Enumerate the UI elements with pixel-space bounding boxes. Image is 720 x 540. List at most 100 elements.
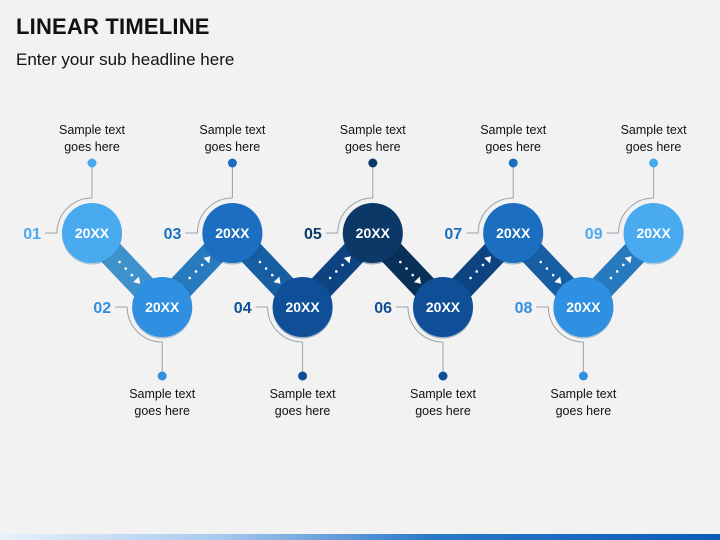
step-text-line1: Sample text [199,123,266,137]
connector-dot [200,263,204,267]
connector-arrow [203,256,211,264]
step-circle [553,277,614,337]
connector-dot [411,273,415,277]
step-bracket-arc [547,306,584,343]
connector-arrow [413,276,421,284]
step-text-line2: goes here [134,404,190,418]
step-leader-dot [298,371,308,381]
step-bracket-arc [618,197,654,234]
step-text-line1: Sample text [621,123,688,137]
step-leader-dot [649,158,659,168]
connector-dot [622,263,625,267]
step-year: 20XX [356,225,391,241]
step-number: 08 [515,300,533,317]
connector-dot [264,267,268,270]
step-year: 20XX [215,225,250,241]
step-circle [272,277,333,337]
connector-dot [399,260,402,264]
step-bracket-arc [196,197,233,234]
connector-dot [258,260,262,264]
connector-arrow [624,256,632,264]
step-leader-dot [578,371,588,381]
step-text-line1: Sample text [550,387,617,401]
connector-dot [130,273,134,277]
step-circle [202,203,263,263]
step-bracket-arc [477,197,514,234]
step-leader-dot [438,371,448,381]
step-number: 04 [234,300,252,317]
step-circle [132,277,193,337]
step-circle [342,203,403,263]
step-text-line2: goes here [205,140,261,154]
connector-arrow [484,256,492,264]
connector-dot [188,276,192,280]
step-text-line2: goes here [275,404,331,418]
connector-arrow [133,276,141,284]
step-leader-dot [87,158,97,168]
connector-dot [615,270,619,273]
step-circle [413,277,473,337]
connector-dot [328,276,332,280]
step-bracket-arc [407,306,444,343]
step-bracket-arc [56,197,93,234]
connector-dot [475,270,479,273]
step-bracket-arc [337,197,373,234]
step-year: 20XX [145,299,180,315]
step-leader-dot [157,371,167,381]
step-text-line2: goes here [626,140,682,154]
step-number: 03 [164,226,182,243]
step-text-line2: goes here [345,140,401,154]
step-year: 20XX [636,225,671,241]
step-text-line2: goes here [415,404,471,418]
circle-layer: 20XX 20XX 20XX 20XX 20XX 20XX 20XX 20XX 20XX [62,203,684,339]
connector-dot [341,263,344,267]
step-leader-dot [368,158,378,168]
step-circle [623,203,684,263]
connector-dot [481,263,485,267]
step-leader-dot [227,158,237,168]
connector-dot [551,273,555,277]
step-text-line1: Sample text [340,123,407,137]
connector-arrow [273,276,281,284]
connector-dot [124,267,128,270]
step-bracket-arc [267,306,303,343]
step-number: 07 [444,226,462,243]
step-year: 20XX [496,225,531,241]
step-circle [62,203,122,263]
connector-dot [539,260,543,264]
step-year: 20XX [426,299,461,315]
bottom-accent-bar [0,534,720,540]
connector-dot [405,267,408,270]
step-text-line1: Sample text [480,123,547,137]
step-text-line1: Sample text [59,123,126,137]
connector-dot [271,273,274,277]
step-leader-dot [508,158,518,168]
step-number: 05 [304,226,322,243]
annotation-layer: 01 Sample text goes here 02 Sample text goes … [23,123,687,418]
step-number: 01 [23,226,41,243]
connector-dot [335,270,338,273]
page-title: LINEAR TIMELINE [16,14,210,39]
step-circle [483,203,544,263]
step-year: 20XX [75,225,110,241]
step-number: 06 [374,300,392,317]
connector-arrow [343,256,351,264]
connector-dot [609,276,613,280]
connector-dot [545,267,549,270]
step-text-line2: goes here [485,140,541,154]
step-number: 02 [93,300,111,317]
step-text-line1: Sample text [129,387,196,401]
connector-dot [118,260,121,264]
step-bracket-arc [126,306,163,343]
step-text-line1: Sample text [270,387,337,401]
connector-arrow [554,276,562,284]
step-number: 09 [585,226,603,243]
step-year: 20XX [566,299,601,315]
connector-dot [194,270,198,273]
connector-dot [469,276,472,280]
step-text-line2: goes here [64,140,120,154]
step-text-line1: Sample text [410,387,477,401]
page-subtitle: Enter your sub headline here [16,50,235,69]
step-text-line2: goes here [556,404,612,418]
